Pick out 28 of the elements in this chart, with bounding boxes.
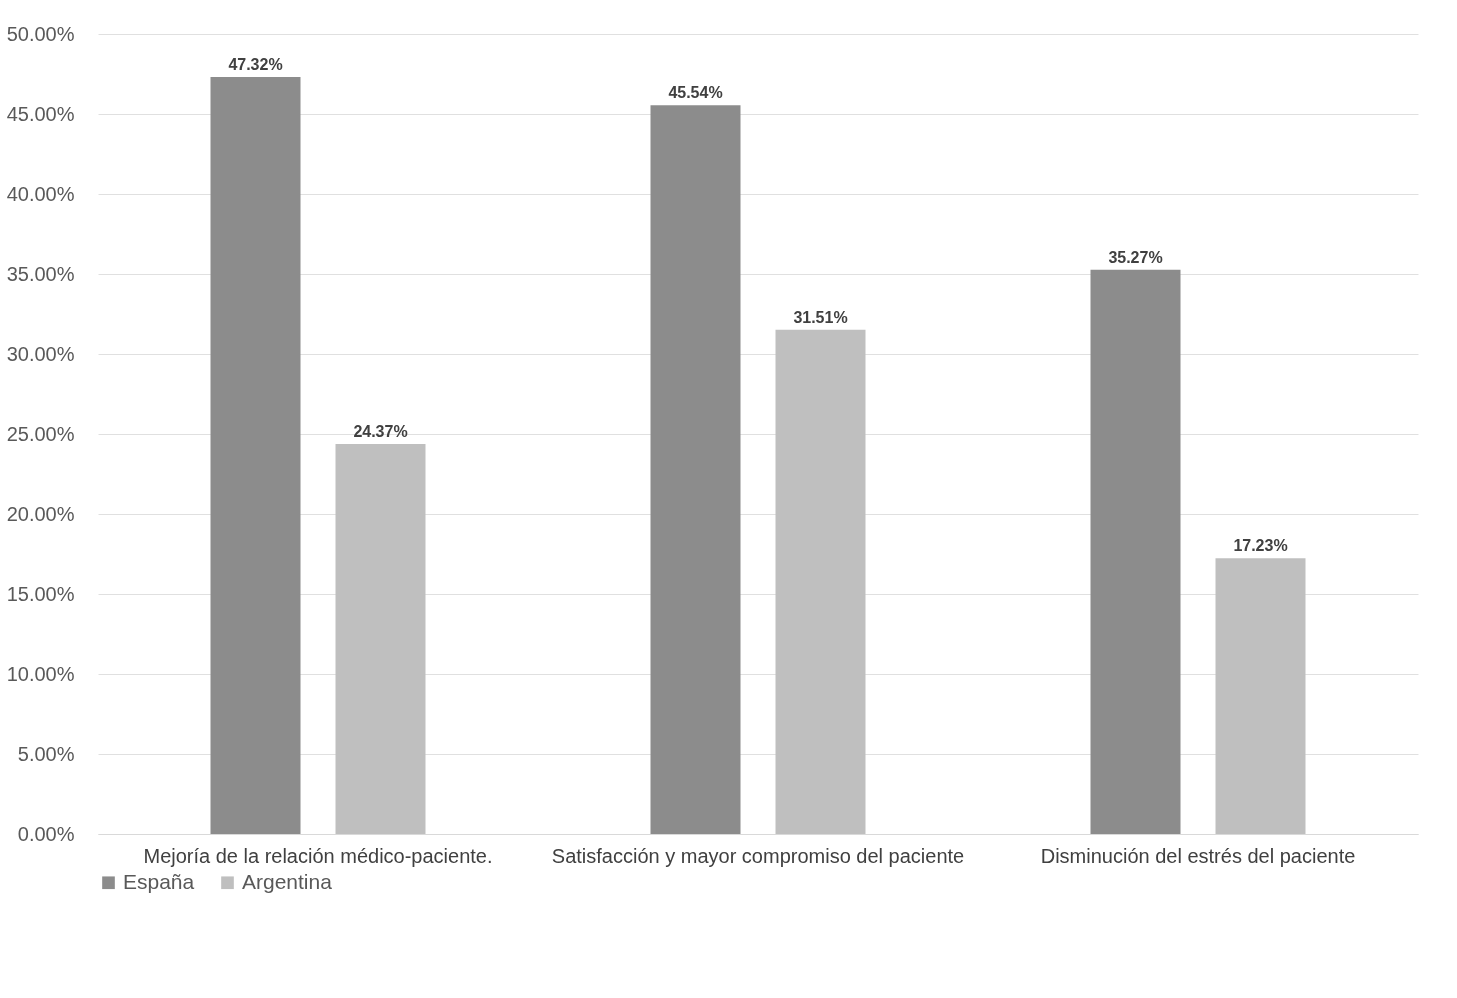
data-label: 35.27%: [1108, 248, 1163, 266]
y-tick-label: 25.00%: [6, 422, 75, 445]
y-tick-label: 10.00%: [6, 662, 75, 685]
y-tick-label: 20.00%: [6, 502, 75, 525]
legend-label: Argentina: [242, 869, 333, 893]
bar: [1215, 558, 1306, 834]
y-tick-label: 40.00%: [6, 182, 75, 205]
bar: [335, 444, 426, 834]
data-label: 17.23%: [1233, 537, 1288, 555]
y-tick-label: 15.00%: [6, 582, 75, 605]
bar: [650, 105, 741, 834]
data-label: 45.54%: [668, 84, 723, 102]
x-tick-label: Mejoría de la relación médico-paciente.: [143, 844, 493, 867]
y-tick-label: 5.00%: [17, 742, 75, 765]
y-tick-label: 50.00%: [6, 22, 75, 45]
y-tick-label: 0.00%: [17, 822, 75, 845]
legend-label: España: [123, 869, 195, 893]
data-label: 24.37%: [353, 423, 408, 441]
y-tick-label: 35.00%: [6, 262, 75, 285]
x-tick-label: Disminución del estrés del paciente: [1040, 844, 1356, 867]
bar: [1090, 269, 1181, 834]
bar: [775, 329, 866, 834]
y-tick-label: 30.00%: [6, 342, 75, 365]
y-tick-label: 45.00%: [6, 102, 75, 125]
bar: [210, 76, 301, 834]
data-label: 47.32%: [228, 55, 283, 73]
data-label: 31.51%: [793, 308, 848, 326]
x-tick-label: Satisfacción y mayor compromiso del paciente: [551, 844, 965, 867]
